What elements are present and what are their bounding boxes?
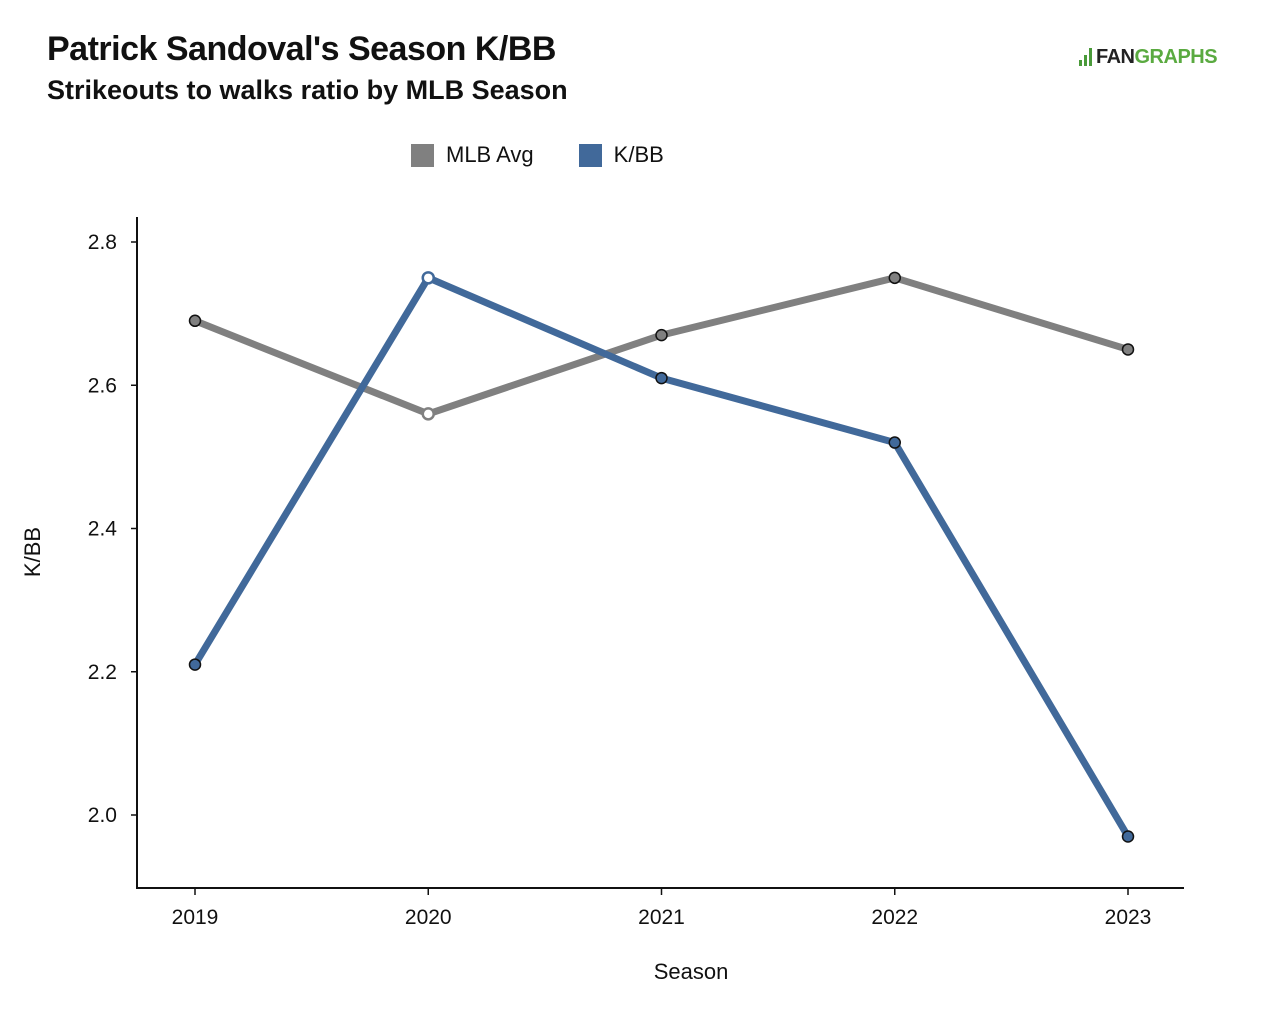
- y-axis-title: K/BB: [20, 527, 45, 577]
- data-point-k-bb[interactable]: [188, 658, 202, 671]
- legend-label-kbb: K/BB: [613, 142, 664, 167]
- data-point-mlb-avg[interactable]: [1121, 343, 1135, 356]
- data-point-mlb-avg[interactable]: [888, 271, 901, 285]
- y-tick-label: 2.6: [88, 374, 117, 397]
- y-tick-label: 2.8: [88, 231, 117, 254]
- x-axis-title: Season: [654, 959, 729, 984]
- legend-item-mlb-avg[interactable]: MLB Avg: [411, 142, 534, 168]
- legend-label-mlb-avg: MLB Avg: [446, 142, 534, 167]
- legend-swatch-kbb: [578, 143, 602, 167]
- data-point-mlb-avg[interactable]: [655, 328, 668, 342]
- data-point-k-bb[interactable]: [421, 271, 435, 285]
- y-tick-label: 2.4: [88, 518, 118, 541]
- x-tick-label: 2023: [1105, 906, 1152, 929]
- series-line-mlb-avg: [191, 274, 1132, 418]
- data-point-k-bb[interactable]: [1121, 830, 1135, 843]
- x-tick-label: 2021: [638, 906, 685, 929]
- x-tick-label: 2019: [172, 906, 219, 929]
- chart-legend: MLB Avg K/BB: [411, 142, 664, 168]
- logo-text-fan: FAN: [1096, 45, 1135, 68]
- data-point-mlb-avg[interactable]: [421, 407, 435, 421]
- fangraphs-logo: FAN GRAPHS: [1079, 44, 1218, 70]
- legend-swatch-mlb-avg: [411, 143, 434, 167]
- fangraphs-logo-icon: [1079, 48, 1092, 66]
- series-line-k-bb: [191, 274, 1132, 840]
- data-point-mlb-avg[interactable]: [188, 314, 202, 328]
- x-tick-label: 2020: [405, 906, 452, 929]
- data-point-k-bb[interactable]: [655, 371, 668, 385]
- x-tick-label: 2022: [871, 906, 918, 929]
- chart-title: Patrick Sandoval's Season K/BB: [47, 30, 556, 68]
- y-tick-label: 2.2: [88, 661, 117, 684]
- chart-subtitle: Strikeouts to walks ratio by MLB Season: [47, 75, 568, 105]
- legend-item-kbb[interactable]: K/BB: [578, 142, 664, 168]
- logo-text-graphs: GRAPHS: [1134, 45, 1218, 68]
- y-tick-label: 2.0: [88, 804, 117, 827]
- data-point-k-bb[interactable]: [888, 436, 901, 449]
